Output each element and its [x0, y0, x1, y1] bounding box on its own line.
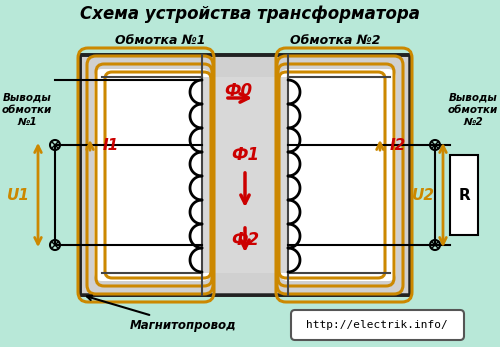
Text: Ф0: Ф0	[224, 82, 252, 100]
Text: Ф2: Ф2	[231, 231, 259, 249]
Text: R: R	[458, 187, 470, 203]
FancyBboxPatch shape	[280, 69, 396, 281]
Bar	[202, 77, 288, 273]
Text: U1: U1	[7, 187, 30, 203]
Text: Обмотка №1: Обмотка №1	[115, 34, 206, 46]
Bar	[80, 55, 410, 295]
Text: Обмотка №2: Обмотка №2	[290, 34, 380, 46]
Text: U2: U2	[412, 187, 435, 203]
Text: Магнитопровод: Магнитопровод	[87, 296, 236, 331]
Text: I2: I2	[390, 137, 406, 152]
Text: http://electrik.info/: http://electrik.info/	[306, 320, 448, 330]
Text: Выводы
обмотки
№2: Выводы обмотки №2	[448, 93, 498, 127]
FancyBboxPatch shape	[291, 310, 464, 340]
Text: I1: I1	[103, 137, 120, 152]
Bar	[450, 155, 478, 235]
Text: Схема устройства трансформатора: Схема устройства трансформатора	[80, 5, 420, 23]
FancyBboxPatch shape	[80, 55, 410, 295]
Text: Выводы
обмотки
№1: Выводы обмотки №1	[2, 93, 52, 127]
FancyBboxPatch shape	[94, 69, 210, 281]
Text: Ф1: Ф1	[231, 146, 259, 164]
